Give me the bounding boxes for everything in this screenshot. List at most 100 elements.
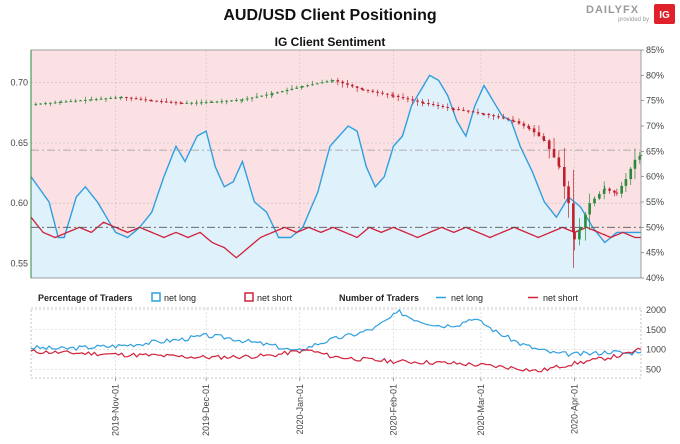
bottom-right-label-2: 1500	[646, 325, 666, 335]
candle-body	[603, 188, 607, 190]
candle-body	[134, 98, 138, 100]
chart-title: AUD/USD Client Positioning	[223, 7, 436, 24]
net-long-line	[30, 74, 641, 244]
candle-body	[406, 98, 410, 100]
legend-pct-short-label: net short	[257, 293, 293, 303]
candle-body	[84, 99, 87, 101]
x-axis-label-1: 2019-Dec-01	[201, 384, 211, 436]
candle-body	[431, 104, 435, 106]
candle-body	[160, 101, 163, 103]
candle-body	[537, 132, 541, 137]
candle-body	[174, 102, 178, 104]
candle-body	[200, 102, 203, 104]
candle-body	[497, 116, 500, 118]
candle-body	[155, 100, 158, 102]
candle-body	[185, 102, 189, 104]
right-axis-label-9: 85%	[646, 45, 664, 55]
candle-body	[295, 87, 299, 89]
right-axis-label-0: 40%	[646, 273, 664, 283]
candle-body	[615, 192, 619, 194]
candle-body	[471, 111, 475, 113]
candle-body	[280, 91, 284, 93]
candle-body	[39, 103, 42, 105]
net-short-line	[30, 216, 641, 259]
candle-body	[139, 98, 143, 100]
candle-body	[190, 102, 193, 104]
candle-body	[588, 203, 591, 215]
candle-body	[441, 105, 445, 107]
ig-badge-icon	[654, 4, 675, 24]
x-axis-label-3: 2020-Feb-01	[388, 384, 398, 436]
candle-body	[271, 93, 274, 95]
candle-body	[311, 84, 314, 86]
legend-percentage-title: Percentage of Traders	[38, 293, 133, 303]
candle-body	[421, 101, 424, 103]
candle-body	[164, 101, 168, 103]
legend-pct-short-swatch	[244, 292, 254, 302]
candle-body	[457, 109, 460, 111]
right-axis-label-1: 45%	[646, 248, 664, 258]
candle-body	[341, 81, 344, 84]
candle-body	[351, 84, 354, 87]
candle-body	[99, 98, 103, 100]
candle-body	[501, 117, 505, 119]
candle-body	[552, 148, 556, 158]
candle-body	[301, 86, 305, 88]
candle-body	[220, 101, 224, 103]
candle-body	[306, 85, 309, 87]
candle-body	[346, 83, 349, 85]
candle-body	[94, 99, 98, 101]
candle-body	[90, 99, 93, 101]
candle-body	[451, 107, 454, 109]
x-axis-label-4: 2020-Mar-01	[476, 384, 486, 436]
candle-body	[290, 88, 294, 90]
candle-body	[49, 102, 52, 104]
left-axis-label-1: 0.60	[10, 198, 28, 208]
candle-body	[462, 109, 465, 111]
candle-body	[527, 128, 531, 130]
right-axis-label-8: 80%	[646, 70, 664, 80]
sentiment-subtitle: IG Client Sentiment	[275, 35, 386, 49]
candle-body	[593, 198, 596, 204]
candle-body	[336, 80, 340, 82]
candle-body	[492, 115, 495, 117]
legend: Percentage of Traders net long net short…	[38, 292, 579, 303]
candle-body	[276, 92, 279, 94]
candle-body	[452, 108, 456, 110]
bottom-panel-frame	[30, 307, 642, 379]
logo-text: DAILYFX	[586, 4, 639, 16]
candle-body	[527, 125, 530, 129]
candle-body	[392, 95, 395, 97]
candle-body	[210, 101, 214, 103]
candle-body	[416, 100, 419, 102]
candle-body	[557, 157, 561, 166]
candle-body	[584, 214, 587, 228]
ig-badge-text: IG	[659, 10, 670, 21]
candle-body	[620, 185, 623, 194]
candle-body	[204, 102, 208, 104]
candle-body	[44, 103, 47, 105]
candle-body	[427, 103, 430, 105]
candle-body	[361, 89, 365, 91]
bottom-right-label-0: 500	[646, 364, 661, 374]
candle-body	[436, 105, 440, 107]
candle-body	[285, 89, 289, 92]
candle-body	[104, 98, 108, 100]
candle-body	[542, 136, 546, 140]
dailyfx-logo: DAILYFX provided by IG	[586, 4, 675, 24]
candle-body	[169, 101, 173, 103]
candle-body	[629, 168, 633, 180]
candle-body	[230, 100, 233, 102]
logo-tagline: provided by	[618, 17, 649, 23]
candle-body	[245, 98, 249, 100]
candle-body	[215, 101, 219, 103]
candle-body	[422, 102, 425, 104]
candle-body	[320, 82, 324, 84]
right-axis-label-4: 60%	[646, 172, 664, 182]
candle-body	[315, 83, 319, 85]
candle-body	[144, 99, 148, 101]
x-axis-label-5: 2020-Apr-01	[570, 384, 580, 434]
left-axis-label-3: 0.70	[10, 78, 28, 88]
bottom-right-label-1: 1000	[646, 345, 666, 355]
